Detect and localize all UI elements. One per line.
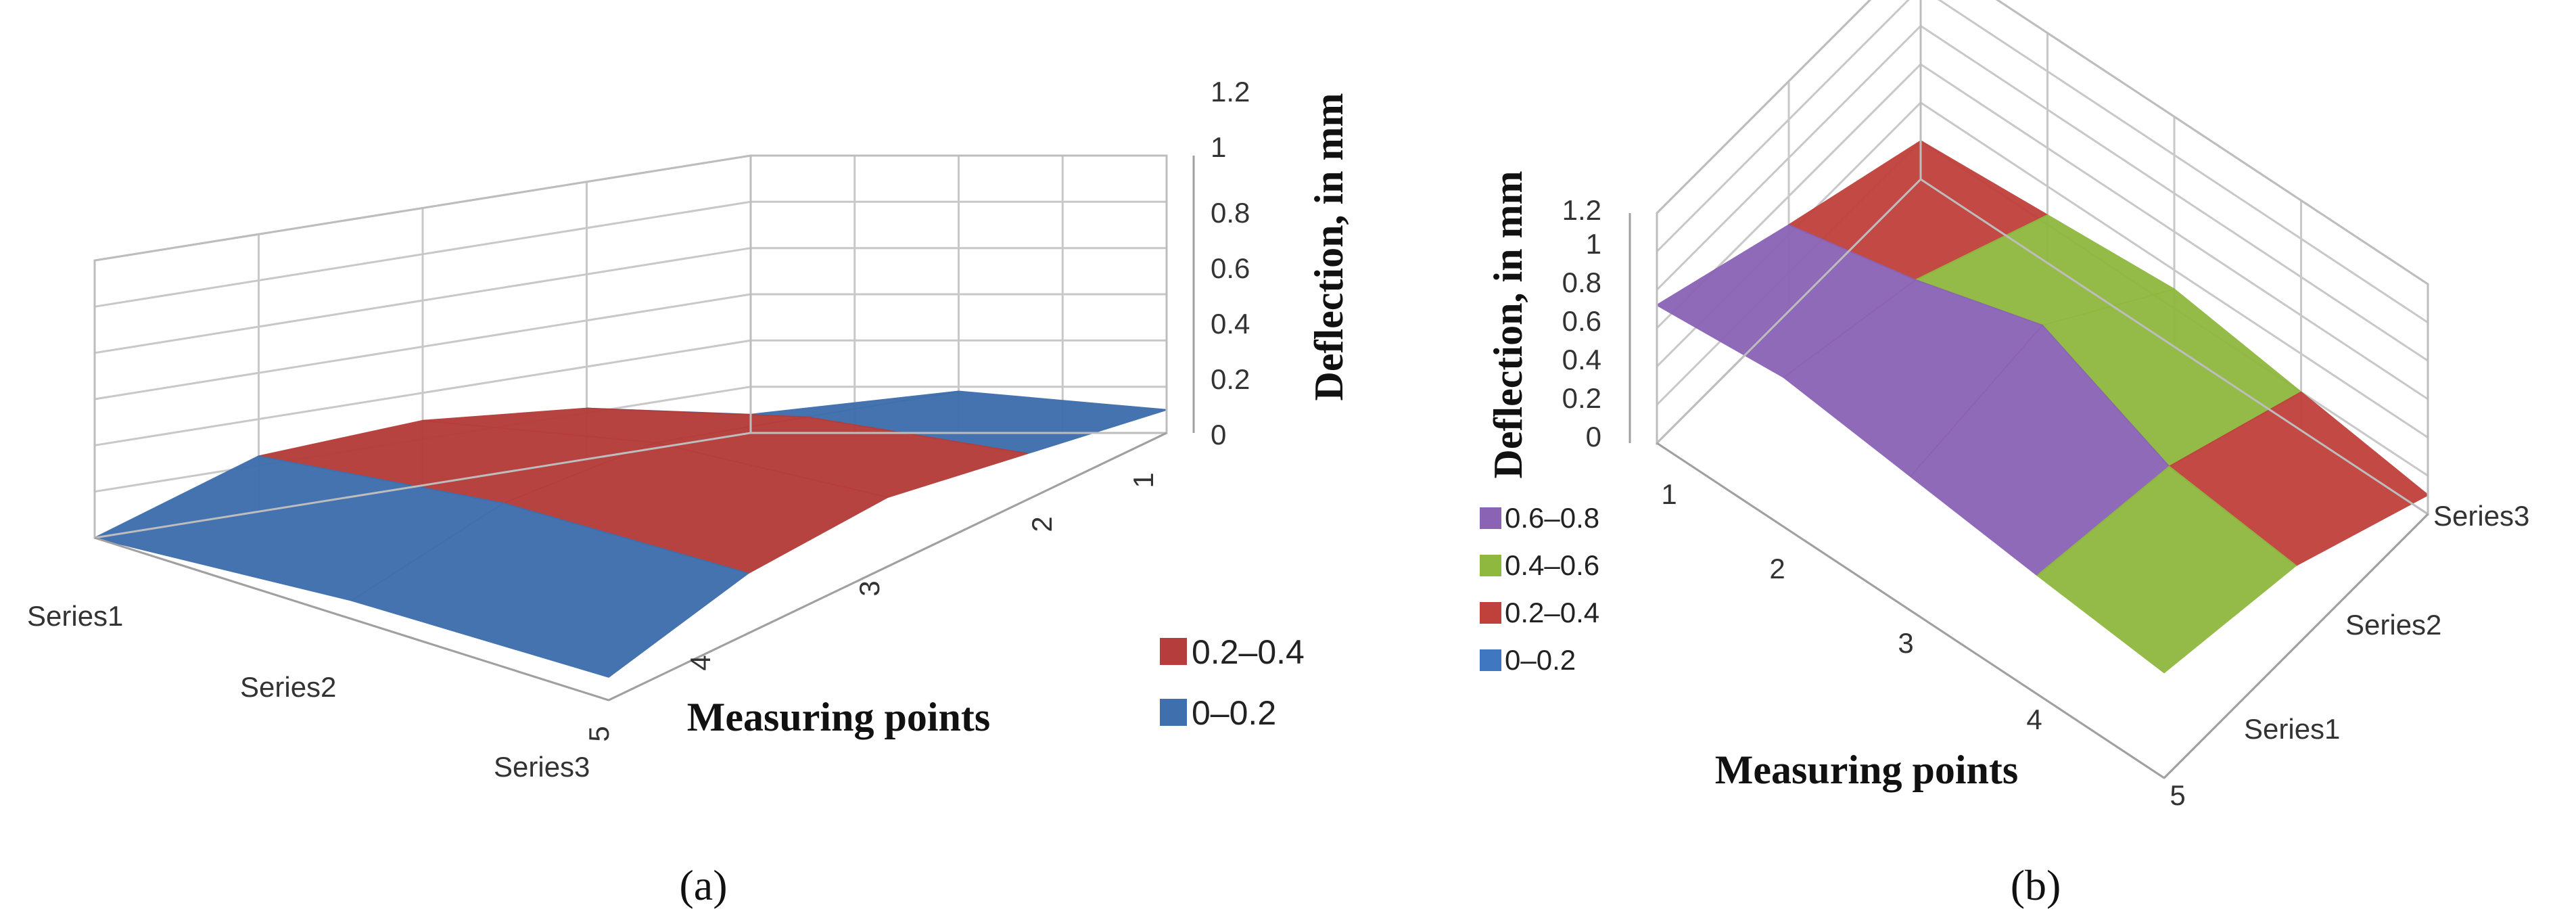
chart-b-surface-cell	[2036, 465, 2297, 674]
chart-a-x-tick: 1	[1127, 472, 1159, 488]
chart-a-z-tick: 1.2	[1211, 76, 1250, 108]
chart-b-legend-label: 0.4–0.6	[1505, 549, 1599, 581]
panel-b-label: (b)	[2011, 861, 2061, 909]
chart-a-surface	[94, 390, 1167, 678]
chart-a-z-gridline	[94, 247, 1167, 354]
chart-b-x-tick: 4	[2026, 704, 2042, 735]
chart-a-series-tick: Series2	[240, 671, 336, 703]
chart-b-z-axis-title: Deflection, in mm	[1486, 171, 1530, 479]
chart-b-z-tick: 0.4	[1562, 344, 1601, 375]
chart-b-series-tick: Series2	[2345, 609, 2441, 641]
chart-a-z-gridline	[94, 154, 1167, 262]
chart-a-legend-swatch	[1160, 638, 1187, 665]
chart-a-surface-cell	[351, 502, 749, 678]
chart-a-series-tick: Series3	[494, 751, 590, 783]
chart-b-legend-swatch	[1480, 555, 1501, 576]
chart-a-z-axis-title: Deflection, in mm	[1307, 93, 1351, 401]
chart-a-x-tick: 4	[684, 655, 716, 670]
chart-b-x-tick: 5	[2170, 779, 2185, 811]
chart-a-z-tick: 0	[1211, 419, 1226, 451]
chart-b-legend-label: 0.2–0.4	[1505, 597, 1599, 628]
chart-a-back-wall	[749, 154, 1168, 434]
chart-b-z-tick: 0.8	[1562, 267, 1601, 298]
chart-b-z-tick: 0	[1586, 421, 1601, 453]
chart-b-left-wall	[1656, 0, 1922, 446]
chart-a-series-axis	[94, 536, 609, 702]
chart-b-z-tick: 1.2	[1562, 194, 1601, 226]
chart-b-x-tick: 2	[1769, 553, 1785, 584]
chart-panel-b: 0 0.2 0.4 0.6 0.8 1 1.2 Deflection, in m…	[1480, 0, 2529, 909]
chart-b-series-axis	[2163, 513, 2429, 779]
chart-b-legend-swatch	[1480, 602, 1501, 624]
chart-a-x-tick: 5	[583, 726, 615, 741]
chart-b-legend-swatch	[1480, 649, 1501, 671]
chart-a-x-tick: 3	[853, 580, 885, 596]
chart-a-z-tick: 0.6	[1211, 252, 1250, 284]
chart-b-series-tick: Series3	[2433, 500, 2529, 532]
chart-a-legend-label: 0.2–0.4	[1192, 633, 1305, 671]
chart-b-x-tick: 1	[1661, 478, 1677, 510]
chart-a-z-gridline	[94, 293, 1167, 400]
chart-b-frame	[1629, 0, 2429, 779]
chart-a-legend-swatch	[1160, 699, 1187, 726]
panel-a-label: (a)	[679, 861, 727, 909]
chart-a-series-tick: Series1	[27, 600, 123, 632]
chart-b-series-tick: Series1	[2244, 713, 2340, 745]
chart-a-z-tick: 1	[1211, 131, 1226, 163]
chart-b-legend-label: 0.6–0.8	[1505, 502, 1599, 534]
chart-panel-a: 0 0.2 0.4 0.6 0.8 1 1.2 Deflection, in m…	[27, 76, 1351, 909]
chart-a-x-tick: 2	[1026, 516, 1058, 532]
chart-b-x-axis	[1656, 442, 2165, 779]
chart-b-legend-swatch	[1480, 507, 1501, 529]
chart-b-z-tick: 0.6	[1562, 305, 1601, 337]
chart-a-z-tick: 0.8	[1211, 197, 1250, 229]
chart-b-x-tick: 3	[1898, 627, 1913, 659]
chart-a-x-axis	[608, 432, 1167, 702]
chart-b-z-tick: 1	[1586, 228, 1601, 260]
chart-b-surface	[1656, 140, 2429, 674]
chart-b-x-axis-title: Measuring points	[1715, 748, 2018, 792]
chart-b-z-gridline	[1656, 0, 2429, 323]
chart-a-z-tick: 0.2	[1211, 363, 1250, 395]
chart-b-z-tick: 0.2	[1562, 382, 1601, 414]
chart-a-x-axis-title: Measuring points	[687, 695, 990, 739]
chart-a-frame	[93, 154, 1195, 702]
chart-a-z-gridline	[94, 200, 1167, 308]
chart-b-back-wall	[1919, 0, 2429, 516]
chart-a-legend-label: 0–0.2	[1192, 694, 1276, 732]
chart-a-z-tick: 0.4	[1211, 308, 1250, 340]
chart-b-legend-label: 0–0.2	[1505, 644, 1576, 676]
